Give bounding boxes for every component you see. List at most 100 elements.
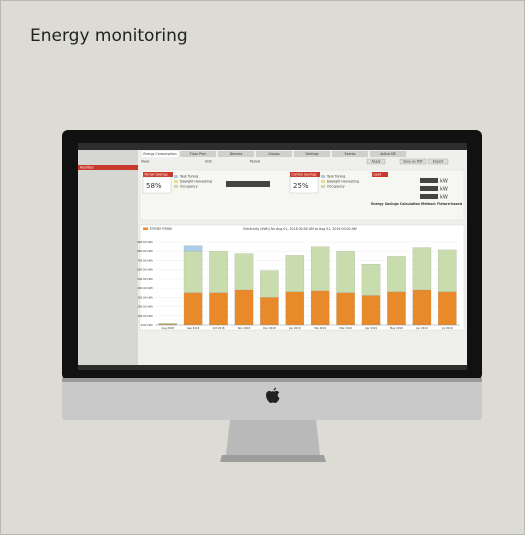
legend-label: Task Tuning: [326, 175, 345, 179]
method: Energy Savings Calculation Method: Fixtu…: [371, 202, 463, 206]
bar-segment: [285, 291, 305, 326]
x-tick-label: Jun 2019: [415, 326, 428, 330]
card-title: Energy monitoring: [30, 26, 188, 46]
y-tick-label: 800.00 kWh: [137, 249, 153, 253]
bar-segment: [387, 291, 406, 326]
tab-label: Active DR: [380, 152, 396, 156]
apply-button[interactable]: [366, 158, 386, 165]
bar-segment: [209, 251, 228, 293]
unit-label: Unit:: [205, 160, 213, 164]
tab-label: Groups: [268, 152, 280, 156]
export-button[interactable]: [427, 158, 449, 165]
y-tick-label: 300.00 kWh: [137, 295, 153, 299]
bar-segment: [336, 292, 355, 326]
bar-segment: [412, 289, 432, 326]
tab[interactable]: [256, 151, 292, 157]
screen: Facilities: [78, 143, 467, 370]
tab-label: Energy Consumption: [143, 152, 176, 156]
bar-segment: [158, 323, 177, 325]
legend-swatch: [143, 227, 148, 230]
chart-title: Electricity (kWh) for Aug 01, 2018 00:00…: [243, 227, 356, 231]
bar-segment: [336, 251, 355, 293]
legend-label: Daylight Harvesting: [327, 180, 359, 184]
load-header: [372, 172, 388, 177]
savings-header: [290, 172, 320, 177]
footer: [78, 365, 467, 370]
load-label: Load: [374, 173, 382, 177]
x-tick-label: Oct 2018: [213, 326, 225, 330]
bar-segment: [387, 256, 406, 292]
x-tick-label: Dec 2018: [263, 326, 276, 330]
export-label: Export: [433, 160, 444, 164]
tab-label: Devices: [230, 152, 243, 156]
legend-label: Task Tuning: [179, 175, 198, 179]
y-tick-label: 400.00 kWh: [137, 286, 153, 290]
legend-swatch: [174, 185, 178, 188]
y-tick-label: 200.00 kWh: [137, 305, 153, 309]
tab[interactable]: [142, 151, 178, 157]
legend-label: Daylight Harvesting: [180, 180, 212, 184]
savings-label: Period Savings: [145, 173, 169, 177]
x-tick-label: Nov 2018: [238, 326, 251, 330]
legend-swatch: [321, 180, 325, 183]
pdf-label: Save as PDF: [403, 160, 423, 164]
savings-box: [142, 176, 172, 194]
x-tick-label: Jan 2019: [288, 326, 301, 330]
bar-segment: [310, 246, 330, 291]
apple-logo: [266, 387, 280, 403]
y-tick-label: 100.00 kWh: [137, 314, 153, 318]
sidebar-item-active: [78, 165, 138, 170]
bar-segment: [209, 292, 228, 326]
tab-label: Settings: [305, 152, 318, 156]
y-tick-label: 700.00 kWh: [137, 258, 153, 262]
sidebar-item[interactable]: Facilities: [80, 166, 94, 170]
load-meter: [420, 186, 438, 191]
savings-value: 58%: [146, 182, 162, 190]
legend-label: Occupancy: [327, 185, 345, 189]
bar-segment: [310, 290, 330, 326]
legend-swatch: [321, 185, 325, 188]
legend-label: Energy Usage: [150, 227, 172, 231]
bar-segment: [438, 291, 457, 326]
top-bar: [78, 143, 467, 150]
tab[interactable]: [180, 151, 216, 157]
legend-swatch: [174, 180, 178, 183]
apply-label: Apply: [372, 160, 381, 164]
load-unit: kW: [440, 187, 448, 193]
bar-segment: [234, 253, 254, 291]
chin-edge: [62, 378, 482, 382]
y-tick-label: 500.00 kWh: [137, 277, 153, 281]
legend-swatch: [174, 175, 178, 178]
stand-base: [220, 455, 326, 462]
legend-swatch: [321, 175, 325, 178]
pdf-button[interactable]: [399, 158, 427, 165]
y-tick-label: 600.00 kWh: [137, 268, 153, 272]
bar-segment: [412, 247, 432, 291]
bar-segment: [361, 264, 381, 296]
tab[interactable]: [370, 151, 406, 157]
savings-box: [289, 176, 319, 194]
bar-segment: [260, 297, 279, 326]
x-tick-label: Aug 2018: [161, 326, 174, 330]
load-unit: kW: [440, 195, 448, 201]
sidebar: [78, 150, 138, 365]
x-tick-label: Jul 2019: [441, 326, 453, 330]
bar-segment: [183, 292, 203, 326]
period-label: Period: [250, 160, 260, 164]
bar-segment: [234, 289, 254, 326]
tab-label: Events: [345, 152, 356, 156]
y-tick-label: 900.00 kWh: [137, 240, 153, 244]
y-tick-label: 0.00 kWh: [141, 323, 154, 327]
x-tick-label: May 2019: [390, 326, 403, 330]
bar-segment: [285, 255, 305, 292]
load-meter: [420, 194, 438, 199]
tab[interactable]: [294, 151, 330, 157]
legend-label: Occupancy: [180, 185, 198, 189]
x-tick-label: Apr 2019: [365, 326, 377, 330]
savings-header: [143, 172, 173, 177]
x-tick-label: Feb 2019: [314, 326, 326, 330]
tab[interactable]: [218, 151, 254, 157]
tab[interactable]: [332, 151, 368, 157]
load-meter: [420, 178, 438, 183]
